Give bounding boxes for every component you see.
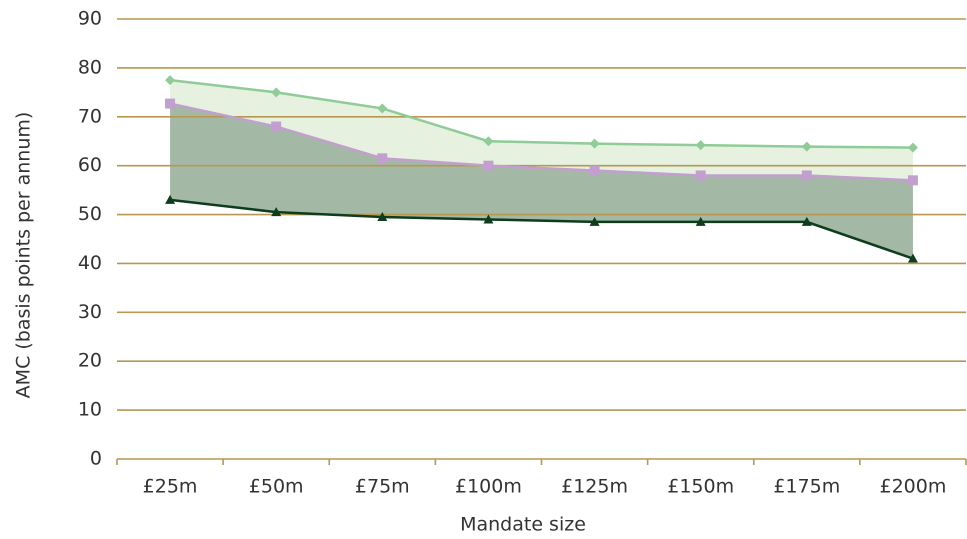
marker: [907, 253, 918, 263]
marker: [483, 214, 494, 224]
marker: [589, 216, 600, 226]
line: [169, 78, 913, 149]
x-tick-label: £125m: [561, 476, 628, 498]
marker: [589, 165, 600, 176]
x-tick-label: £50m: [249, 476, 304, 498]
x-tick-label: £100m: [455, 476, 522, 498]
marker: [695, 140, 706, 151]
y-tick-label: 10: [78, 399, 102, 421]
marker: [695, 216, 706, 226]
marker: [801, 216, 812, 226]
x-tick-label: £175m: [773, 476, 840, 498]
marker: [271, 87, 282, 98]
x-tick-label: £200m: [880, 476, 947, 498]
x-axis-label: Mandate size: [460, 514, 586, 536]
marker: [483, 160, 494, 171]
x-tick-label: £25m: [143, 476, 198, 498]
y-tick-label: 50: [78, 203, 102, 225]
y-tick-label: 0: [90, 448, 102, 470]
marker: [377, 212, 388, 221]
y-tick-label: 70: [78, 105, 102, 127]
y-tick-label: 30: [78, 301, 102, 323]
marker: [801, 170, 812, 181]
marker: [483, 136, 494, 147]
y-tick-label: 40: [78, 252, 102, 274]
marker: [907, 175, 918, 186]
marker: [165, 75, 176, 86]
marker: [377, 153, 388, 164]
marker: [589, 138, 600, 149]
area: [170, 103, 913, 259]
marker: [165, 194, 176, 204]
marker: [271, 207, 282, 217]
y-tick-label: 90: [78, 8, 102, 30]
x-tick-label: £75m: [355, 476, 410, 498]
marker: [271, 121, 282, 132]
line: [169, 198, 914, 260]
y-tick-label: 80: [78, 56, 102, 78]
y-axis-label: AMC (basis points per annum): [13, 112, 35, 399]
x-tick-label: £150m: [667, 476, 734, 498]
y-tick-label: 20: [78, 350, 102, 372]
y-tick-label: 60: [78, 154, 102, 176]
marker: [695, 170, 706, 181]
line: [169, 102, 913, 182]
marker: [801, 141, 812, 152]
marker: [165, 98, 176, 109]
marker: [377, 103, 388, 114]
marker: [907, 142, 918, 153]
